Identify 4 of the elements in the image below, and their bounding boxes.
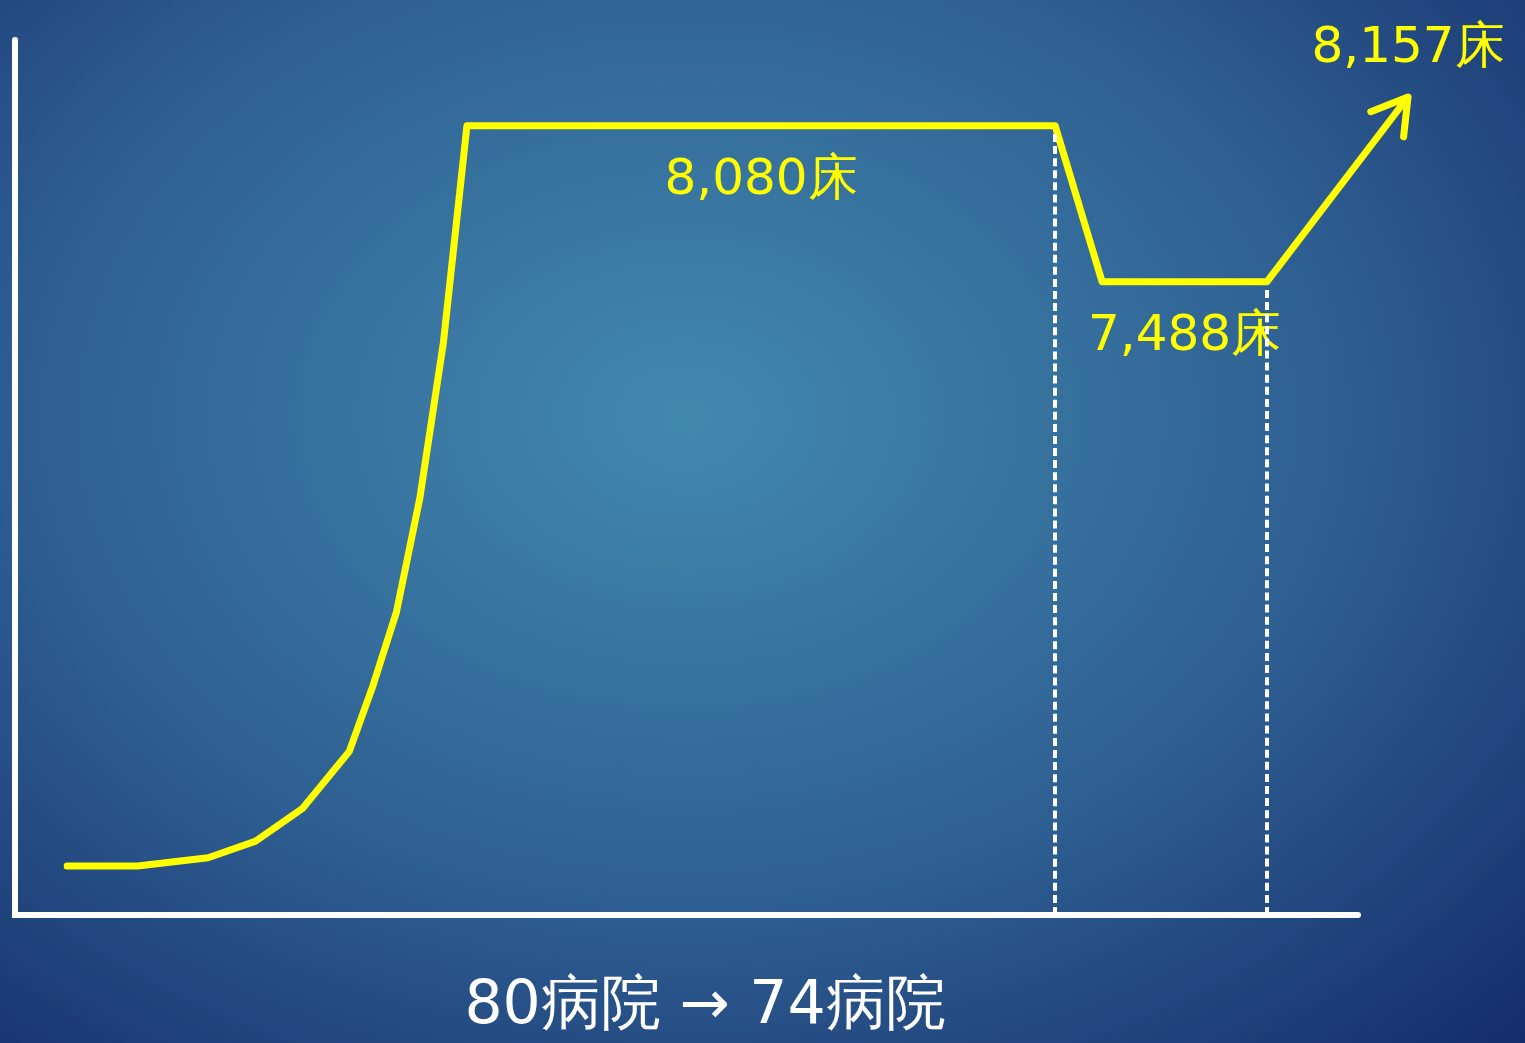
x-axis-title: 80病院 → 74病院 bbox=[463, 966, 947, 1039]
annotation: 7,488床 bbox=[1087, 303, 1282, 362]
annotation: 8,080床 bbox=[664, 147, 858, 206]
annotation: 8,157床 bbox=[1311, 16, 1505, 74]
